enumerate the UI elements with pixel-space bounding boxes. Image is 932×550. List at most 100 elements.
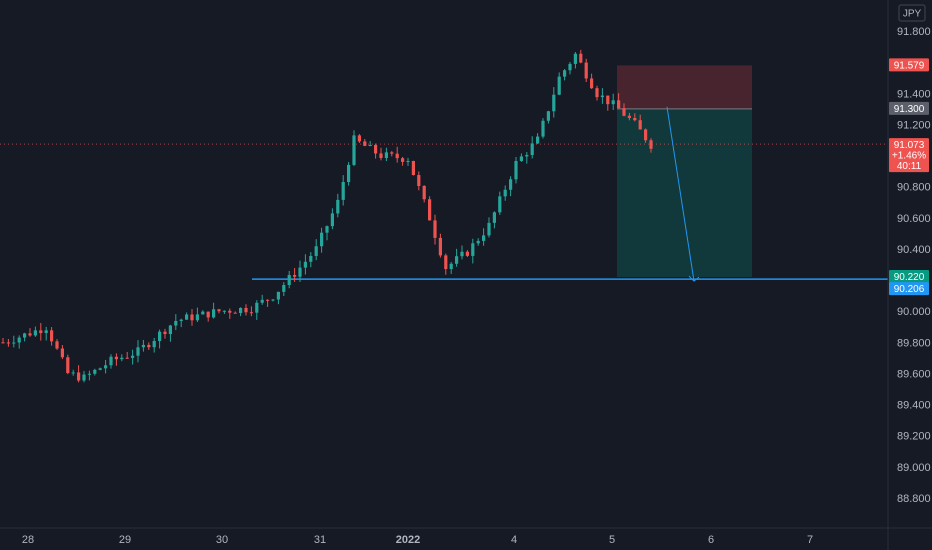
candle-body [233, 312, 237, 314]
candle-body [60, 348, 64, 358]
price-tick-label: 90.800 [897, 182, 931, 194]
candle-body [168, 325, 172, 335]
candle-body [228, 310, 232, 313]
candle-body [158, 331, 162, 341]
candle-body [503, 189, 507, 197]
candle-body [249, 312, 253, 314]
last-price-tag-label: 91.073 [894, 140, 925, 151]
candle-body [147, 344, 151, 348]
candle-body [222, 310, 226, 312]
candle-body [390, 152, 394, 154]
candlestick-series [1, 49, 653, 383]
candle-body [595, 88, 599, 98]
candle-body [217, 309, 221, 312]
candle-body [244, 307, 248, 313]
candle-body [50, 330, 54, 342]
candle-body [23, 333, 27, 338]
candle-body [330, 213, 334, 227]
time-tick-label: 31 [314, 534, 326, 546]
time-axis[interactable]: 28 29 30 31 2022 4 5 6 7 [22, 534, 813, 546]
candle-body [357, 135, 361, 142]
candle-body [336, 199, 340, 214]
candle-body [492, 212, 496, 223]
candle-body [309, 255, 313, 262]
candle-body [55, 341, 59, 349]
candle-body [293, 275, 297, 277]
candle-body [66, 357, 70, 374]
candle-body [271, 299, 275, 301]
short-position-tool[interactable] [617, 65, 752, 277]
last-price-tag-label: +1.46% [892, 151, 926, 162]
candle-body [611, 100, 615, 105]
last-price-tag-label: 40:11 [897, 161, 922, 172]
candle-body [401, 158, 405, 162]
candle-body [622, 108, 626, 116]
candle-body [514, 161, 518, 180]
candle-body [93, 369, 97, 374]
candle-body [298, 267, 302, 277]
candle-body [109, 356, 113, 366]
candle-body [314, 246, 318, 256]
candle-body [444, 255, 448, 270]
candle-body [417, 175, 421, 186]
candle-body [363, 141, 367, 146]
price-tick-label: 91.200 [897, 119, 931, 131]
candle-body [509, 179, 513, 190]
currency-badge[interactable]: JPY [898, 4, 926, 22]
candle-body [406, 160, 410, 162]
price-axis[interactable]: 91.800 91.400 91.200 90.800 90.600 90.400 90.0… [897, 26, 931, 505]
candle-body [644, 129, 648, 141]
time-tick-label: 29 [119, 534, 131, 546]
take-profit-zone [617, 108, 752, 277]
time-tick-label: 2022 [396, 534, 420, 546]
candle-body [563, 70, 567, 77]
price-tag-label: 91.300 [894, 104, 925, 115]
candle-body [633, 117, 637, 121]
projection-arrow[interactable] [666, 106, 700, 282]
currency-badge-frame [898, 4, 926, 22]
candle-body [260, 299, 264, 303]
time-tick-label: 4 [511, 534, 517, 546]
price-tick-label: 90.600 [897, 213, 931, 225]
candle-body [255, 302, 259, 313]
price-tick-label: 89.600 [897, 368, 931, 380]
candle-body [584, 62, 588, 79]
candle-body [476, 240, 480, 244]
candle-body [17, 337, 21, 343]
candle-body [195, 314, 199, 321]
candle-body [471, 243, 475, 256]
candle-body [39, 330, 43, 334]
support-level-line[interactable] [0, 143, 888, 280]
price-tick-label: 90.000 [897, 306, 931, 318]
candle-body [185, 314, 189, 320]
candle-body [179, 319, 183, 321]
stop-loss-zone [617, 65, 752, 109]
currency-badge-label: JPY [903, 9, 922, 20]
candle-body [87, 373, 91, 375]
candle-body [347, 164, 351, 183]
candle-body [374, 145, 378, 154]
candle-body [206, 311, 210, 318]
candle-body [455, 256, 459, 264]
candle-body [212, 309, 216, 318]
price-tag [889, 269, 929, 283]
candle-body [71, 372, 75, 374]
candle-body [114, 356, 118, 360]
candle-body [136, 347, 140, 356]
candle-body [125, 357, 129, 359]
candle-body [131, 355, 135, 358]
candle-body [28, 333, 32, 336]
candle-body [546, 111, 550, 121]
candle-body [6, 342, 10, 344]
price-tag-label: 90.220 [894, 272, 925, 283]
price-tick-label: 88.800 [897, 493, 931, 505]
candle-body [627, 115, 631, 118]
price-tag [889, 101, 929, 115]
candle-body [120, 357, 124, 360]
candle-body [320, 232, 324, 247]
candle-body [568, 63, 572, 71]
candle-body [174, 320, 178, 326]
